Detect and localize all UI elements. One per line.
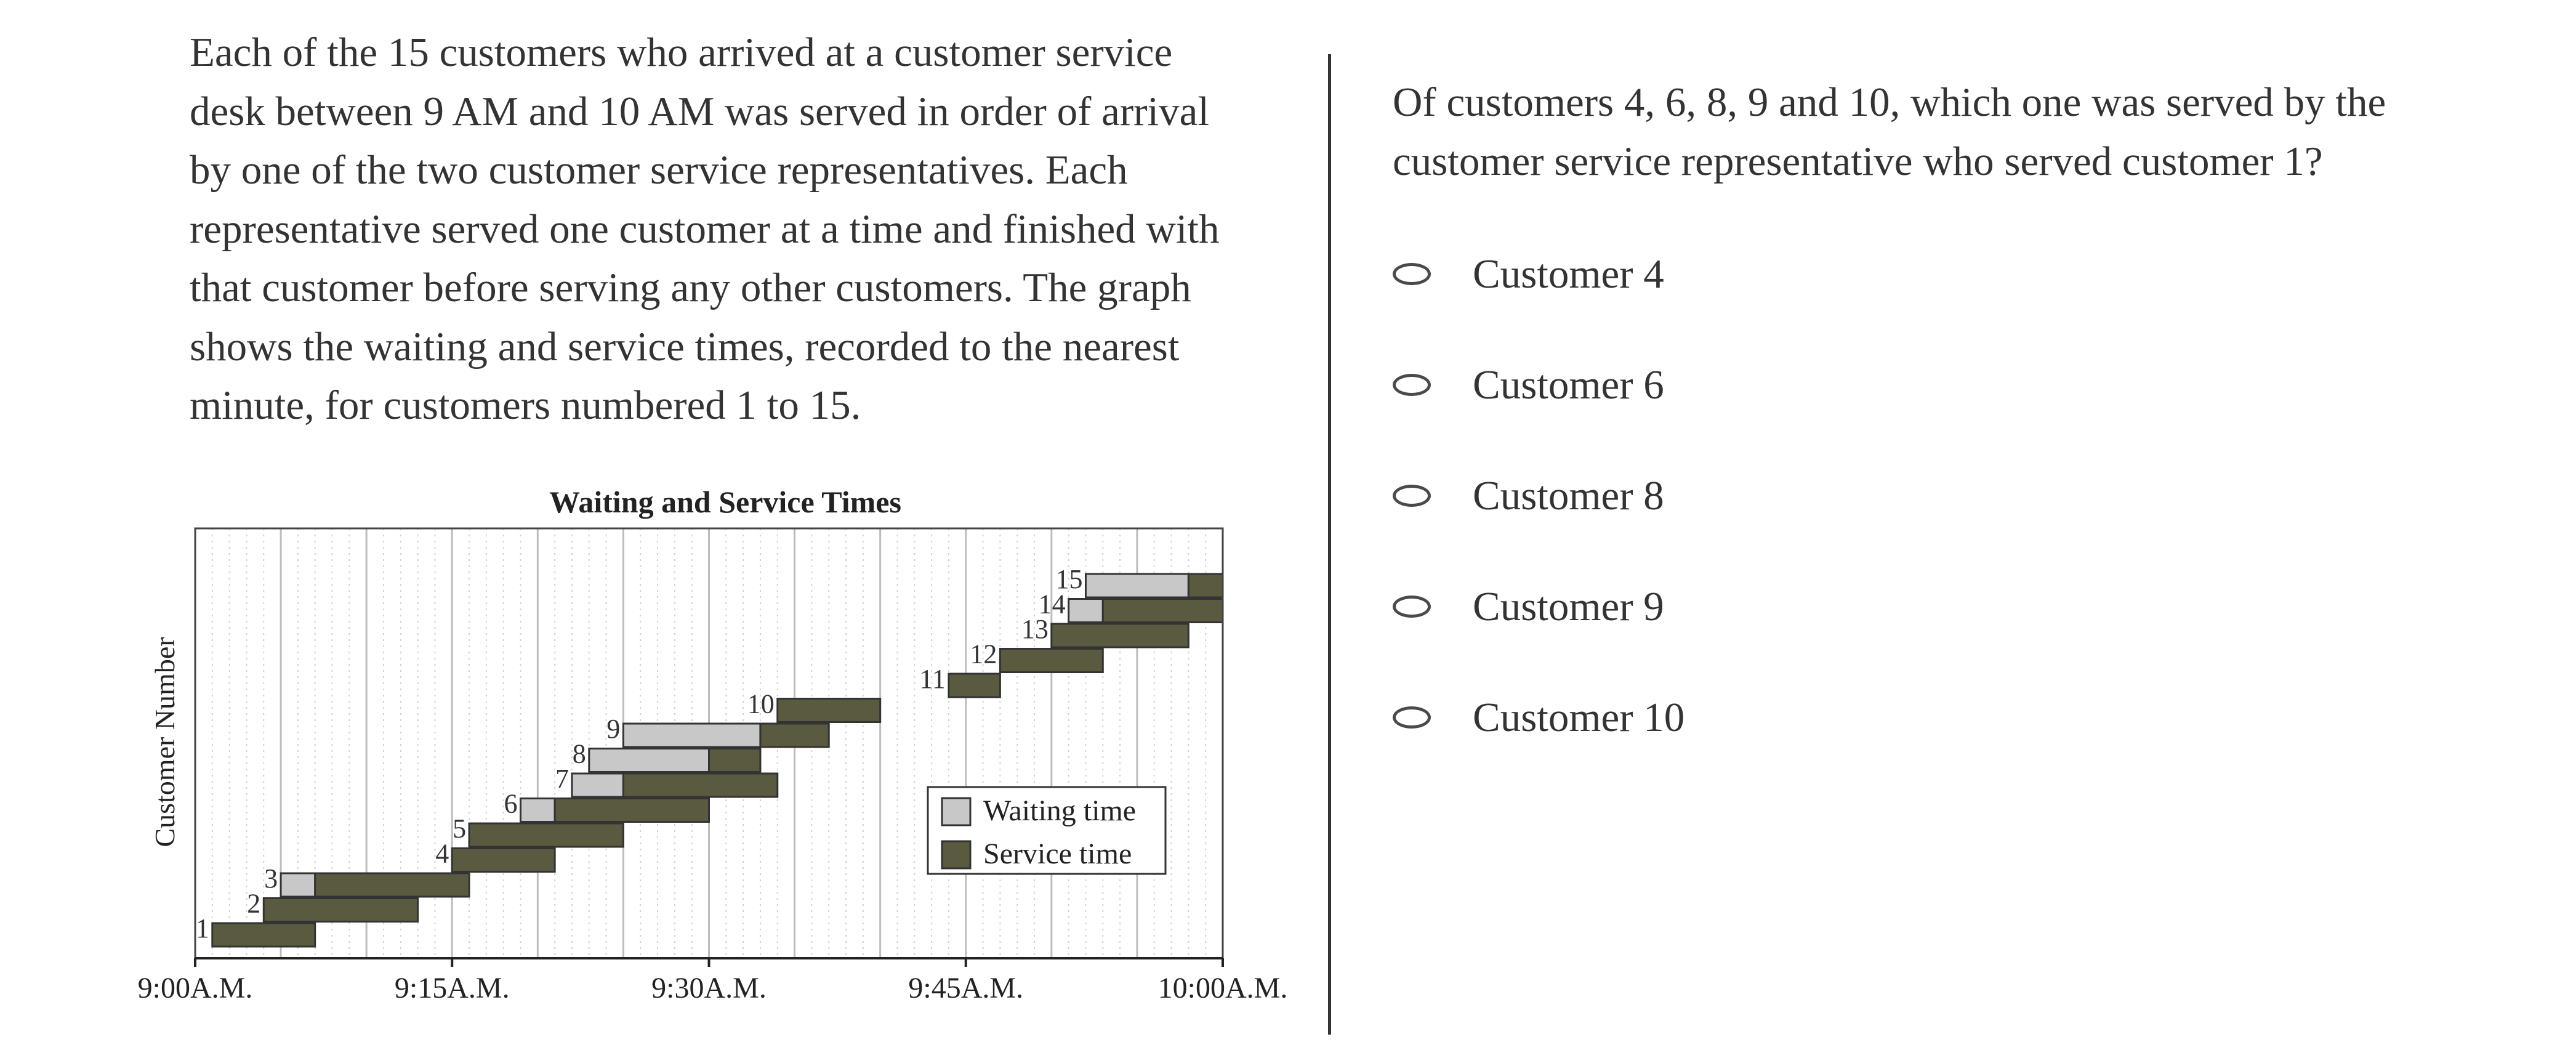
radio-button[interactable]: [1393, 706, 1431, 729]
bar-label-customer-8: 8: [573, 739, 586, 769]
waiting-bar-customer-15: [1084, 573, 1189, 599]
service-bar-customer-14: [1101, 598, 1224, 623]
bar-label-customer-5: 5: [453, 814, 466, 844]
chart-legend: Waiting time Service time: [927, 786, 1167, 875]
service-bar-customer-15: [1187, 573, 1224, 599]
waiting-bar-customer-3: [280, 872, 316, 898]
service-bar-customer-12: [999, 648, 1104, 673]
service-bar-customer-10: [776, 698, 882, 723]
bar-label-customer-2: 2: [247, 889, 260, 919]
question-text: Of customers 4, 6, 8, 9 and 10, which on…: [1393, 79, 2386, 184]
bar-label-customer-11: 11: [920, 664, 946, 694]
choice-label: Customer 10: [1473, 694, 1685, 740]
service-bar-customer-9: [759, 722, 830, 748]
service-bar-customer-1: [211, 922, 316, 948]
x-tick-label: 9:45A.M.: [908, 972, 1023, 1004]
bar-label-customer-6: 6: [504, 789, 518, 819]
chart-title: Waiting and Service Times: [549, 485, 901, 519]
bar-label-customer-9: 9: [606, 714, 620, 744]
waiting-bar-customer-14: [1068, 598, 1104, 623]
radio-button[interactable]: [1393, 263, 1431, 285]
x-tick-label: 9:15A.M.: [395, 972, 510, 1004]
passage-pane: Each of the 15 customers who arrived at …: [138, 30, 1288, 1004]
radio-button[interactable]: [1393, 485, 1431, 507]
choice-label: Customer 8: [1473, 472, 1664, 519]
x-tick-label: 9:30A.M.: [651, 972, 767, 1004]
bar-label-customer-12: 12: [970, 639, 997, 669]
choice-customer-6[interactable]: Customer 6: [1393, 354, 1664, 416]
service-bar-customer-11: [948, 672, 1001, 698]
bar-label-customer-15: 15: [1055, 564, 1082, 594]
choice-customer-8[interactable]: Customer 8: [1393, 465, 1664, 527]
x-tick-label: 9:00A.M.: [138, 972, 253, 1004]
choice-customer-4[interactable]: Customer 4: [1393, 243, 1664, 305]
service-bar-customer-7: [622, 772, 779, 798]
choice-customer-9[interactable]: Customer 9: [1393, 576, 1664, 637]
legend-swatch: [941, 797, 972, 826]
choice-label: Customer 6: [1473, 361, 1664, 408]
waiting-bar-customer-9: [622, 722, 762, 748]
passage-text: Each of the 15 customers who arrived at …: [190, 30, 1220, 428]
bar-label-customer-3: 3: [264, 863, 278, 894]
y-axis-label: Customer Number: [149, 637, 180, 847]
service-bar-customer-3: [314, 872, 470, 898]
choice-customer-10[interactable]: Customer 10: [1393, 687, 1684, 748]
service-bar-customer-13: [1050, 623, 1189, 648]
waiting-bar-customer-8: [588, 748, 710, 773]
radio-button[interactable]: [1393, 374, 1431, 396]
bar-label-customer-4: 4: [435, 839, 449, 869]
waiting-service-chart: Waiting and Service Times Customer Numbe…: [138, 485, 1288, 1004]
waiting-bar-customer-7: [571, 772, 624, 798]
legend-swatch: [941, 840, 972, 870]
service-bar-customer-5: [468, 822, 624, 848]
legend-label: Service time: [983, 838, 1132, 870]
pane-divider: [1328, 54, 1331, 1035]
bar-label-customer-1: 1: [196, 913, 209, 943]
service-bar-customer-2: [262, 897, 419, 923]
choice-label: Customer 4: [1473, 251, 1664, 297]
service-bar-customer-6: [553, 798, 710, 823]
radio-button[interactable]: [1393, 596, 1431, 618]
question-pane: Of customers 4, 6, 8, 9 and 10, which on…: [1331, 0, 2576, 1042]
choice-label: Customer 9: [1473, 583, 1664, 629]
service-bar-customer-8: [708, 748, 762, 773]
bar-label-customer-14: 14: [1039, 589, 1066, 620]
x-axis: 9:00A.M. 9:15A.M. 9:30A.M. 9:45A.M. 10:00A.M…: [138, 957, 1288, 1004]
bar-label-customer-7: 7: [555, 764, 569, 794]
service-bar-customer-4: [451, 847, 556, 873]
bar-label-customer-13: 13: [1021, 614, 1049, 644]
waiting-bar-customer-6: [520, 798, 556, 823]
legend-label: Waiting time: [983, 794, 1136, 827]
x-tick-label: 10:00A.M.: [1158, 972, 1288, 1004]
bar-label-customer-10: 10: [747, 689, 775, 719]
